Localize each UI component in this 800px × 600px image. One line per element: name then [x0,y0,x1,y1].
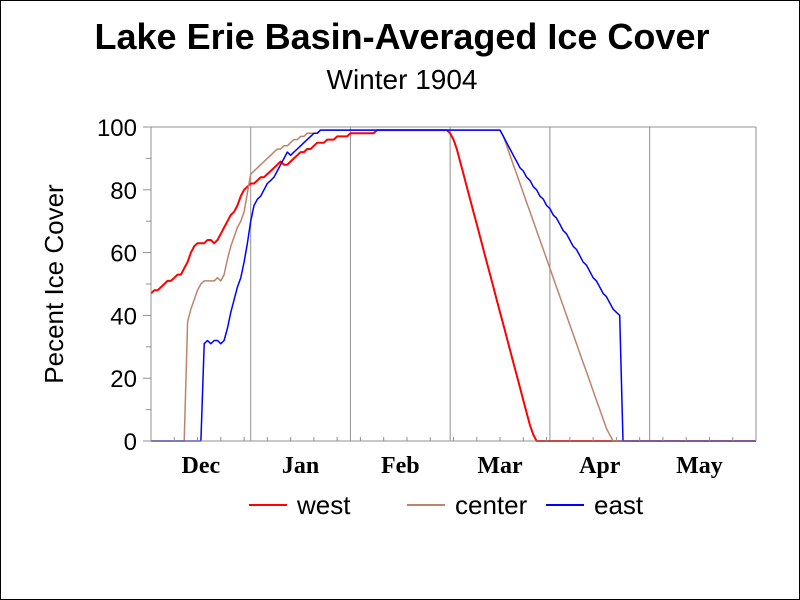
y-tick-label: 100 [97,115,137,142]
y-tick-label: 60 [110,241,137,268]
series-line-west [150,129,756,442]
series-lines [150,129,756,442]
legend: west center east [249,490,644,520]
y-tick-label: 80 [110,178,137,205]
chart-title: Lake Erie Basin-Averaged Ice Cover [95,16,710,57]
y-tick-label: 20 [110,366,137,393]
grid [250,127,651,441]
chart-subtitle: Winter 1904 [327,64,478,95]
y-tick-labels: 0 20 40 60 80 100 [97,115,137,456]
y-tick-label: 40 [110,303,137,330]
series-line-east [151,129,756,442]
x-tick-label: Feb [381,453,420,479]
x-tick-labels: Dec Jan Feb Mar Apr May [182,453,723,479]
legend-label-west: west [296,490,351,520]
x-tick-label: Apr [579,453,621,479]
legend-label-center: center [455,490,528,520]
x-tick-label: May [676,453,723,479]
series-line-center [151,129,756,442]
x-tick-label: Mar [477,453,523,479]
axes [143,126,757,442]
y-tick-label: 0 [124,429,137,456]
x-tick-label: Dec [182,453,221,479]
x-tick-label: Jan [282,453,319,479]
legend-label-east: east [594,490,644,520]
y-axis-label: Pecent Ice Cover [39,184,69,384]
